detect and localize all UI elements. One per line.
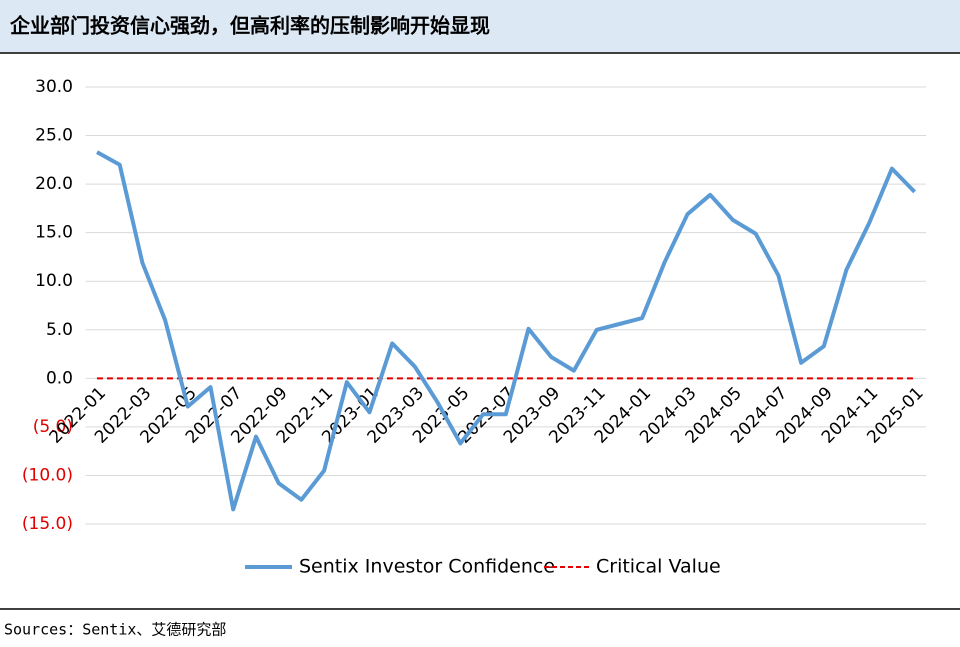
y-tick-label: 10.0 xyxy=(35,271,73,291)
y-tick-label: (10.0) xyxy=(22,465,73,485)
source: Sources：Sentix、艾德研究部 xyxy=(4,621,226,639)
y-tick-label: 25.0 xyxy=(35,126,73,146)
y-tick-label: 15.0 xyxy=(35,223,73,243)
y-tick-label: (15.0) xyxy=(22,514,73,534)
y-tick-label: 5.0 xyxy=(46,320,73,340)
title-bar xyxy=(0,0,960,52)
chart-title: 企业部门投资信心强劲，但高利率的压制影响开始显现 xyxy=(9,14,490,38)
y-tick-label: 20.0 xyxy=(35,174,73,194)
legend-label: Critical Value xyxy=(596,556,721,578)
legend-label: Sentix Investor Confidence xyxy=(299,556,555,578)
y-tick-label: 0.0 xyxy=(46,368,73,388)
data-line xyxy=(96,150,917,512)
y-tick-label: 30.0 xyxy=(35,77,73,97)
y-tick-label: (5.0) xyxy=(33,417,73,437)
